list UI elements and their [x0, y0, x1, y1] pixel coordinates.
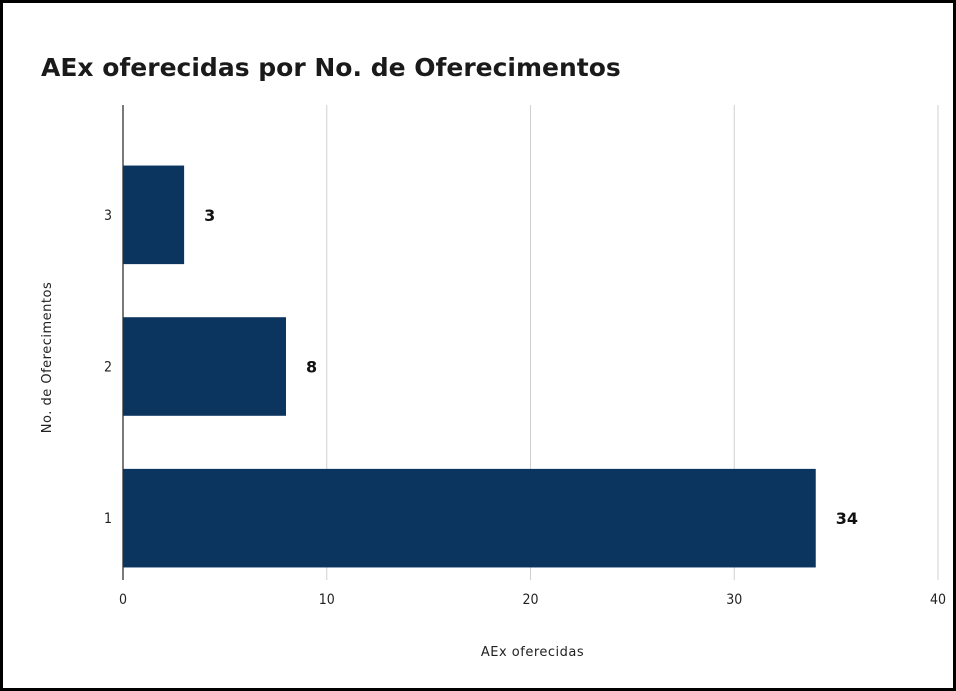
y-tick-labels: 3 2 1 — [104, 208, 112, 527]
y-tick-label: 2 — [104, 360, 112, 376]
bars — [123, 165, 816, 568]
x-tick-labels: 0 10 20 30 40 — [119, 592, 946, 608]
data-labels: 3 8 34 — [204, 206, 858, 528]
data-label: 34 — [836, 509, 858, 528]
data-label: 8 — [306, 358, 317, 377]
bar-3 — [123, 165, 185, 265]
x-tick-label: 40 — [930, 592, 946, 608]
y-tick-label: 1 — [104, 511, 112, 527]
bar-2 — [123, 317, 286, 416]
chart-title: AEx oferecidas por No. de Oferecimentos — [41, 53, 621, 82]
x-tick-label: 20 — [522, 592, 538, 608]
bar-1 — [123, 468, 816, 568]
y-axis-label: No. de Oferecimentos — [40, 282, 55, 433]
x-tick-label: 0 — [119, 592, 127, 608]
x-tick-label: 10 — [319, 592, 335, 608]
y-tick-label: 3 — [104, 208, 112, 224]
x-axis-label: AEx oferecidas — [481, 645, 584, 660]
data-label: 3 — [204, 206, 215, 225]
x-tick-label: 30 — [726, 592, 742, 608]
